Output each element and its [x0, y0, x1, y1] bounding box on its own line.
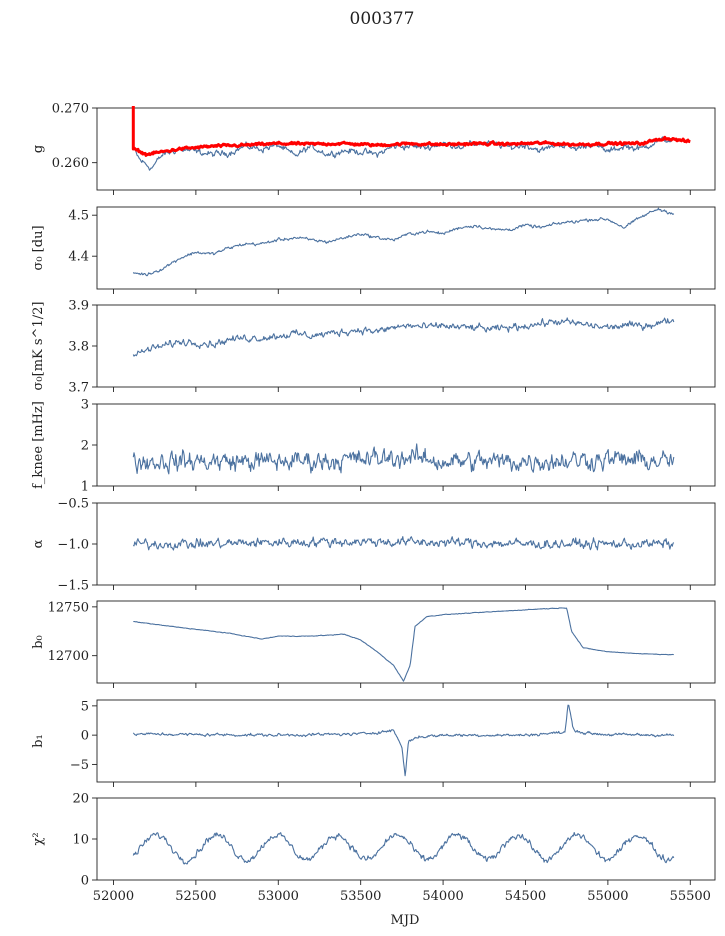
series-line-chi2-0	[132, 831, 675, 865]
y-tick-label: −0.5	[57, 497, 89, 512]
y-tick-label: −1.0	[57, 538, 89, 553]
figure-title: 000377	[350, 9, 415, 29]
panel-frame	[96, 403, 716, 487]
y-axis-label-fknee: f_knee [mHz]	[31, 401, 46, 489]
panel-sigma0_du: 4.4 4.5 σ₀ [du]	[31, 206, 716, 294]
x-tick-label: 54000	[422, 889, 463, 904]
panel-frame	[96, 304, 716, 388]
panel-frame	[96, 600, 716, 684]
y-tick-label: 1	[81, 480, 89, 495]
y-tick-label: 3	[81, 398, 89, 413]
x-tick-label: 52500	[175, 889, 216, 904]
series-line-sigma0_du-0	[132, 207, 675, 277]
series-line-b1-0	[132, 704, 675, 777]
y-axis-label-sigma0_du: σ₀ [du]	[31, 225, 46, 270]
y-tick-label: 0	[81, 729, 89, 744]
y-tick-label: 0	[81, 874, 89, 889]
y-tick-label: −5	[70, 758, 89, 773]
y-tick-label: 0.270	[52, 102, 89, 117]
y-axis-label-sigma0_mK: σ₀[mK s^1/2]	[31, 302, 46, 391]
panel-frame	[96, 107, 716, 191]
y-axis-label-chi2: χ²	[31, 832, 46, 845]
series-line-sigma0_mK-0	[132, 317, 675, 357]
panel-sigma0_mK: 3.7 3.8 3.9 σ₀[mK s^1/2]	[31, 299, 716, 396]
series-line-alpha-0	[132, 536, 675, 551]
x-axis-label: MJD	[391, 913, 420, 928]
x-tick-label: 55000	[587, 889, 628, 904]
x-tick-label: 55500	[670, 889, 711, 904]
panel-alpha: −1.5 −1.0 −0.5 α	[31, 497, 716, 594]
panel-b1: −5 0 5 b₁	[31, 699, 716, 787]
x-tick-label: 52000	[93, 889, 134, 904]
y-tick-label: 3.7	[68, 381, 89, 396]
panel-frame	[96, 699, 716, 783]
y-axis-label-g: g	[31, 145, 46, 153]
series-line-fknee-0	[132, 443, 675, 475]
y-tick-label: 5	[81, 699, 89, 714]
x-tick-label: 54500	[505, 889, 546, 904]
panel-fknee: 1 2 3 f_knee [mHz]	[31, 398, 716, 495]
panel-frame	[96, 206, 716, 290]
y-tick-label: 4.5	[68, 209, 89, 224]
x-tick-label: 53500	[340, 889, 381, 904]
series-line-b0-0	[133, 607, 674, 682]
series-line-g-1	[131, 106, 691, 157]
y-tick-label: 4.4	[68, 250, 89, 265]
series-line-g-0	[132, 136, 675, 171]
panels-group: 0.260 0.270 g 4.4 4.5 σ₀ [du] 3.7 3.8 3.9 σ₀[mK s…	[31, 102, 716, 904]
panel-g: 0.260 0.270 g	[31, 102, 716, 195]
y-tick-label: 12750	[48, 600, 89, 615]
y-tick-label: 12700	[48, 649, 89, 664]
y-axis-label-b0: b₀	[31, 635, 46, 649]
y-tick-label: 0.260	[52, 156, 89, 171]
panel-chi2: 0 10 20 χ² 52000 52500 53000 53500 54000 54500 550…	[31, 792, 716, 904]
y-axis-label-b1: b₁	[31, 734, 46, 748]
y-tick-label: 2	[81, 439, 89, 454]
y-axis-label-alpha: α	[31, 539, 46, 548]
x-tick-label: 53000	[258, 889, 299, 904]
panel-b0: 12700 12750 b₀	[31, 600, 716, 688]
y-tick-label: 3.9	[68, 299, 89, 314]
y-tick-label: 20	[72, 792, 89, 807]
y-tick-label: 10	[72, 833, 89, 848]
y-tick-label: 3.8	[68, 340, 89, 355]
y-tick-label: −1.5	[57, 579, 89, 594]
